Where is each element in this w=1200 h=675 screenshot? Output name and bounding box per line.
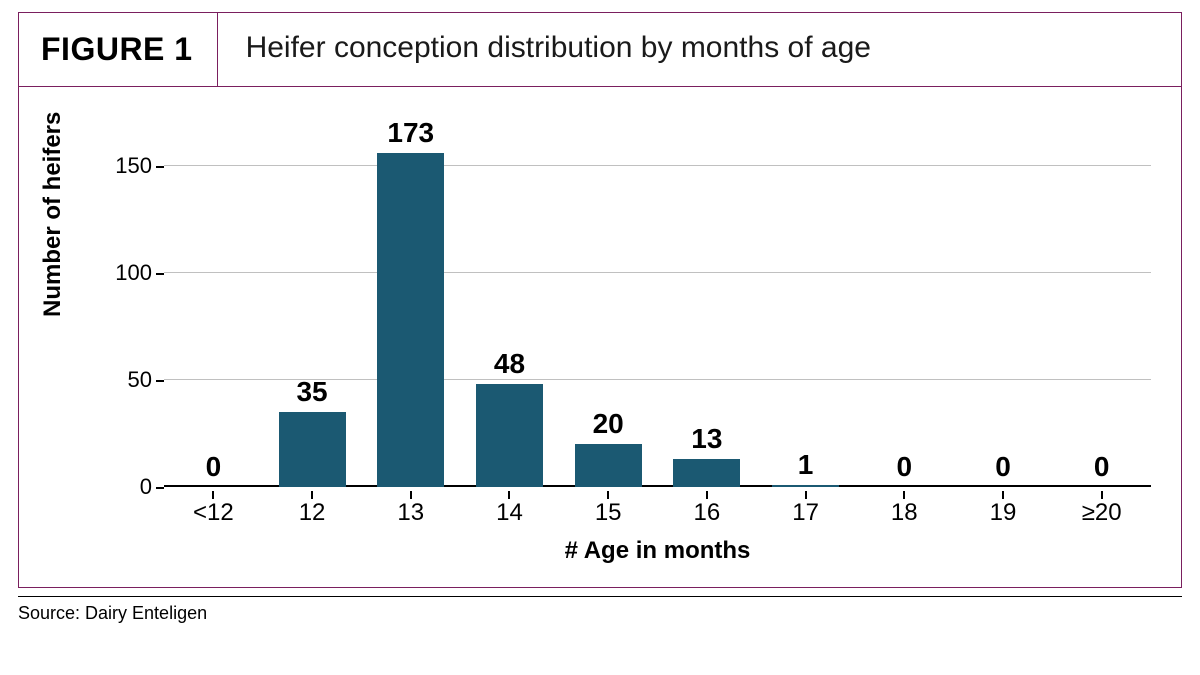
bar-value-label: 0	[995, 451, 1011, 483]
y-tick-label: 50	[102, 367, 152, 393]
bar-value-label: 20	[593, 408, 624, 440]
x-tick-label: 15	[559, 499, 658, 527]
bar	[772, 485, 839, 487]
bar-column: 20	[559, 117, 658, 487]
y-tick-label: 0	[102, 474, 152, 500]
x-tick-label: ≥20	[1052, 499, 1151, 527]
figure-label: FIGURE 1	[19, 13, 218, 86]
bar-column: 0	[164, 117, 263, 487]
y-ticks: 050100150	[108, 117, 162, 487]
bar-column: 0	[1052, 117, 1151, 487]
x-tick-label: 13	[361, 499, 460, 527]
figure-title: Heifer conception distribution by months…	[218, 13, 1181, 86]
x-tick-label: 19	[954, 499, 1053, 527]
bar-value-label: 48	[494, 348, 525, 380]
bar-value-label: 35	[296, 376, 327, 408]
plot-area: 050100150 0351734820131000 <121213141516…	[164, 117, 1151, 487]
x-tick-label: 18	[855, 499, 954, 527]
x-tick-label: <12	[164, 499, 263, 527]
x-tick-label: 14	[460, 499, 559, 527]
bar-value-label: 0	[1094, 451, 1110, 483]
bar-column: 173	[361, 117, 460, 487]
figure-header: FIGURE 1 Heifer conception distribution …	[19, 13, 1181, 87]
bar-column: 48	[460, 117, 559, 487]
bar	[476, 384, 543, 487]
x-tick-label: 17	[756, 499, 855, 527]
bar	[575, 444, 642, 487]
source-line: Source: Dairy Enteligen	[18, 596, 1182, 624]
figure-card: FIGURE 1 Heifer conception distribution …	[18, 12, 1182, 588]
bar-column: 0	[855, 117, 954, 487]
bar	[673, 459, 740, 487]
chart-zone: Number of heifers 050100150 035173482013…	[19, 87, 1181, 587]
bar-column: 35	[263, 117, 362, 487]
x-tick-label: 12	[263, 499, 362, 527]
bar	[377, 153, 444, 487]
bar-value-label: 173	[387, 117, 434, 149]
bar-column: 0	[954, 117, 1053, 487]
x-ticks: <121213141516171819≥20	[164, 499, 1151, 527]
bar-value-label: 0	[206, 451, 222, 483]
figure-wrap: FIGURE 1 Heifer conception distribution …	[0, 0, 1200, 675]
bar-value-label: 13	[691, 423, 722, 455]
x-axis-label: # Age in months	[164, 537, 1151, 565]
x-tick-label: 16	[658, 499, 757, 527]
bar-column: 13	[658, 117, 757, 487]
y-tick-label: 100	[102, 260, 152, 286]
bars-container: 0 35 173 48 20 13 1 0 0 0	[164, 117, 1151, 487]
bar	[279, 412, 346, 487]
bar-column: 1	[756, 117, 855, 487]
y-axis-label: Number of heifers	[39, 112, 67, 317]
bar-value-label: 0	[896, 451, 912, 483]
bar-value-label: 1	[798, 449, 814, 481]
y-tick-label: 150	[102, 153, 152, 179]
